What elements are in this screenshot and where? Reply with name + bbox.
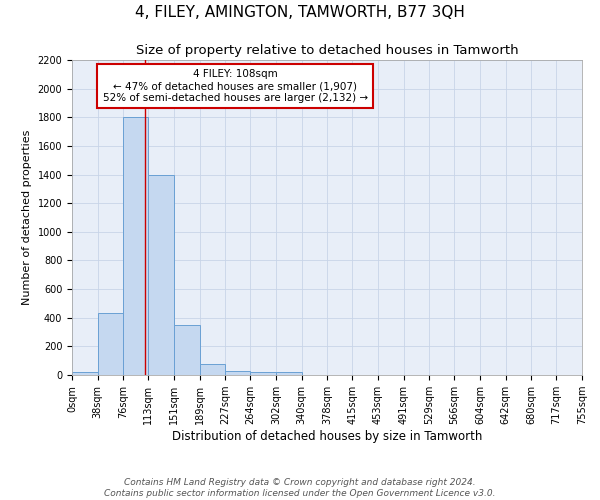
Title: Size of property relative to detached houses in Tamworth: Size of property relative to detached ho… (136, 44, 518, 58)
X-axis label: Distribution of detached houses by size in Tamworth: Distribution of detached houses by size … (172, 430, 482, 443)
Y-axis label: Number of detached properties: Number of detached properties (22, 130, 32, 305)
Bar (250, 372, 276, 375)
Bar (148, 174, 174, 375)
Bar (72, 372, 98, 375)
Text: 4 FILEY: 108sqm
← 47% of detached houses are smaller (1,907)
52% of semi-detache: 4 FILEY: 108sqm ← 47% of detached houses… (103, 70, 368, 102)
Bar (200, 364, 226, 375)
Bar (174, 325, 200, 375)
Bar (124, 118, 148, 375)
Text: 4, FILEY, AMINGTON, TAMWORTH, B77 3QH: 4, FILEY, AMINGTON, TAMWORTH, B77 3QH (135, 5, 465, 20)
Bar (226, 372, 250, 375)
Bar (276, 372, 302, 375)
Bar (98, 314, 124, 375)
Text: Contains HM Land Registry data © Crown copyright and database right 2024.
Contai: Contains HM Land Registry data © Crown c… (104, 478, 496, 498)
